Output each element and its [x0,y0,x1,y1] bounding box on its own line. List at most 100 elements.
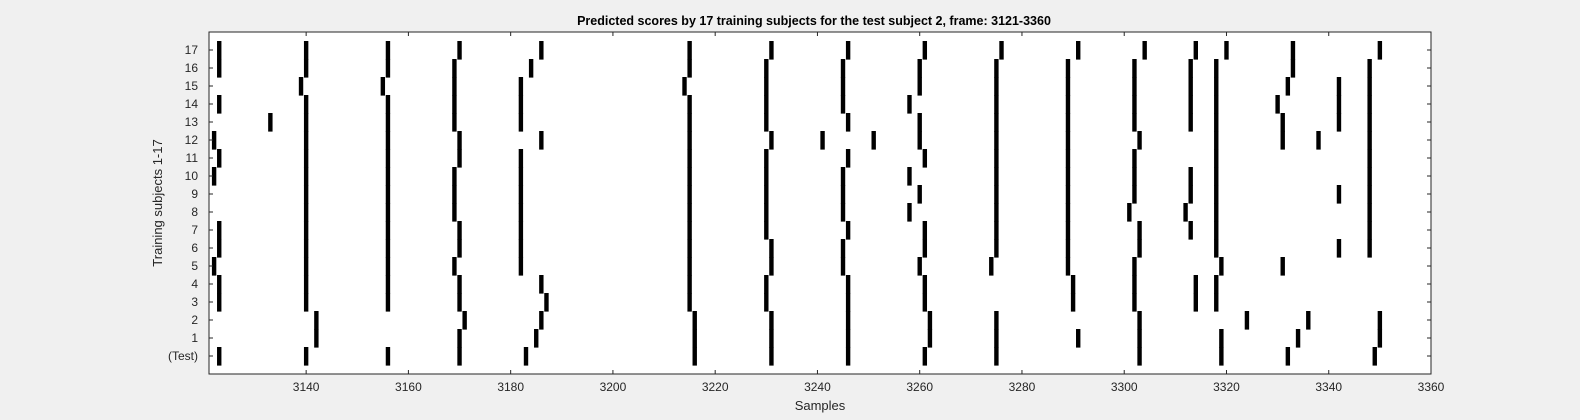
event-mark [845,113,851,132]
event-mark [1137,311,1142,330]
event-mark [457,329,462,348]
event-mark [922,149,928,168]
event-mark [917,59,922,78]
event-mark [917,257,922,276]
event-mark [1367,149,1372,168]
x-tick-label: 3320 [1213,380,1240,394]
event-mark [840,167,846,186]
event-mark [1188,59,1193,78]
event-mark [1132,77,1137,96]
x-tick-label: 3160 [395,380,422,394]
event-mark [769,239,774,258]
event-mark [769,41,774,60]
event-mark [385,257,391,276]
event-mark [1188,95,1193,114]
event-mark [303,95,309,114]
event-mark [1285,347,1291,366]
event-mark [1290,41,1296,60]
event-mark [1336,77,1342,96]
event-marks [211,41,1383,366]
event-mark [1377,41,1383,60]
event-mark [457,131,462,150]
event-mark [1132,149,1137,168]
event-mark [1065,257,1071,276]
event-mark [1295,329,1301,348]
event-mark [994,113,999,132]
event-mark [1070,275,1076,294]
event-mark [217,221,222,240]
event-mark [518,149,524,168]
event-mark [1214,59,1219,78]
event-mark [314,311,319,330]
plot-area [209,32,1431,374]
event-mark [1367,131,1372,150]
event-mark [539,41,544,60]
event-mark [1183,203,1188,222]
y-tick-label: 2 [191,313,198,327]
event-mark [1367,167,1372,186]
event-mark [922,239,928,258]
event-mark [1132,113,1137,132]
event-mark [1188,221,1193,240]
event-mark [303,167,309,186]
event-mark [303,221,309,240]
event-mark [385,293,391,312]
y-tick-label: 7 [191,223,198,237]
event-mark [845,347,851,366]
event-mark [1188,167,1193,186]
event-mark [298,77,304,96]
event-mark [452,167,457,186]
event-mark [994,239,999,258]
event-mark [217,347,222,366]
event-mark [764,59,769,78]
event-mark [845,293,851,312]
event-mark [907,203,912,222]
x-axis: 3140 3160 3180 3200 3220 3240 3260 3280 3300 3320… [293,32,1445,394]
event-mark [1137,347,1142,366]
event-mark [1193,275,1198,294]
event-mark [764,113,769,132]
event-mark [1219,347,1224,366]
event-mark [687,131,692,150]
event-mark [303,185,309,204]
event-mark [217,95,222,114]
event-mark [303,203,309,222]
event-mark [917,131,922,150]
event-mark [303,149,309,168]
event-mark [687,257,692,276]
event-mark [922,347,928,366]
event-mark [452,257,457,276]
event-mark [1132,167,1137,186]
event-mark [840,185,846,204]
x-tick-label: 3140 [293,380,320,394]
x-tick-label: 3280 [1009,380,1036,394]
event-mark [687,167,692,186]
event-mark [994,347,999,366]
event-mark [1065,95,1071,114]
event-mark [518,185,524,204]
event-mark [994,185,999,204]
event-mark [845,221,851,240]
event-mark [1065,167,1071,186]
event-mark [1214,95,1219,114]
event-mark [1367,113,1372,132]
event-mark [764,77,769,96]
event-mark [518,167,524,186]
event-mark [523,347,529,366]
x-tick-label: 3260 [906,380,933,394]
event-mark [518,95,524,114]
event-mark [1132,185,1137,204]
event-mark [1214,113,1219,132]
event-mark [385,59,391,78]
event-mark [1219,329,1224,348]
event-mark [452,113,457,132]
y-tick-label: 13 [185,115,199,129]
event-mark [1132,293,1137,312]
event-mark [1076,329,1081,348]
event-mark [687,41,692,60]
event-mark [1367,221,1372,240]
event-mark [1065,203,1071,222]
event-mark [1336,239,1342,258]
event-mark [211,167,217,186]
